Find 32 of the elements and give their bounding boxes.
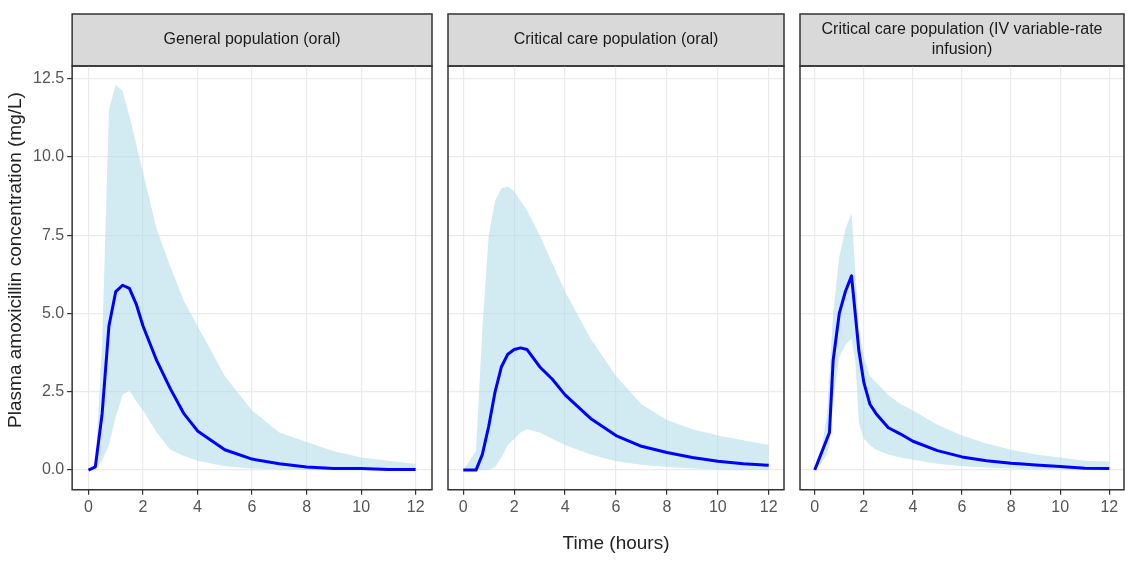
chart-title: Critical care population (IV variable-rate infusion)	[821, 20, 1103, 58]
x-tick-label: 2	[859, 497, 869, 515]
x-tick-label: 10	[708, 497, 727, 515]
x-tick-label: 6	[247, 497, 257, 515]
x-tick-label: 0	[84, 497, 94, 515]
x-tick-label: 10	[352, 497, 371, 515]
y-tick-label: 5.0	[41, 303, 65, 321]
y-tick-label: 7.5	[41, 225, 65, 243]
x-tick-label: 6	[611, 497, 621, 515]
x-axis-title: Time (hours)	[562, 532, 670, 554]
x-tick-label: 8	[302, 497, 312, 515]
x-tick-label: 4	[193, 497, 203, 515]
y-tick-label: 0.0	[41, 460, 65, 478]
x-tick-label: 4	[908, 497, 918, 515]
x-tick-label: 8	[662, 497, 672, 515]
y-tick-label: 2.5	[41, 382, 65, 400]
x-tick-label: 2	[138, 497, 148, 515]
y-tick-label: 10.0	[33, 147, 65, 165]
x-tick-label: 0	[810, 497, 820, 515]
x-tick-label: 4	[560, 497, 570, 515]
y-axis-title: Plasma amoxicillin concentration (mg/L)	[4, 92, 26, 428]
y-tick-label: 12.5	[33, 68, 65, 86]
x-tick-label: 12	[759, 497, 778, 515]
x-tick-label: 10	[1051, 497, 1070, 515]
chart-title: General population (oral)	[163, 30, 341, 48]
x-tick-label: 12	[1100, 497, 1119, 515]
x-tick-label: 0	[458, 497, 468, 515]
x-tick-label: 12	[406, 497, 425, 515]
x-tick-label: 6	[957, 497, 967, 515]
x-tick-label: 2	[509, 497, 519, 515]
chart-title: Critical care population (oral)	[513, 30, 719, 48]
x-tick-label: 8	[1006, 497, 1016, 515]
